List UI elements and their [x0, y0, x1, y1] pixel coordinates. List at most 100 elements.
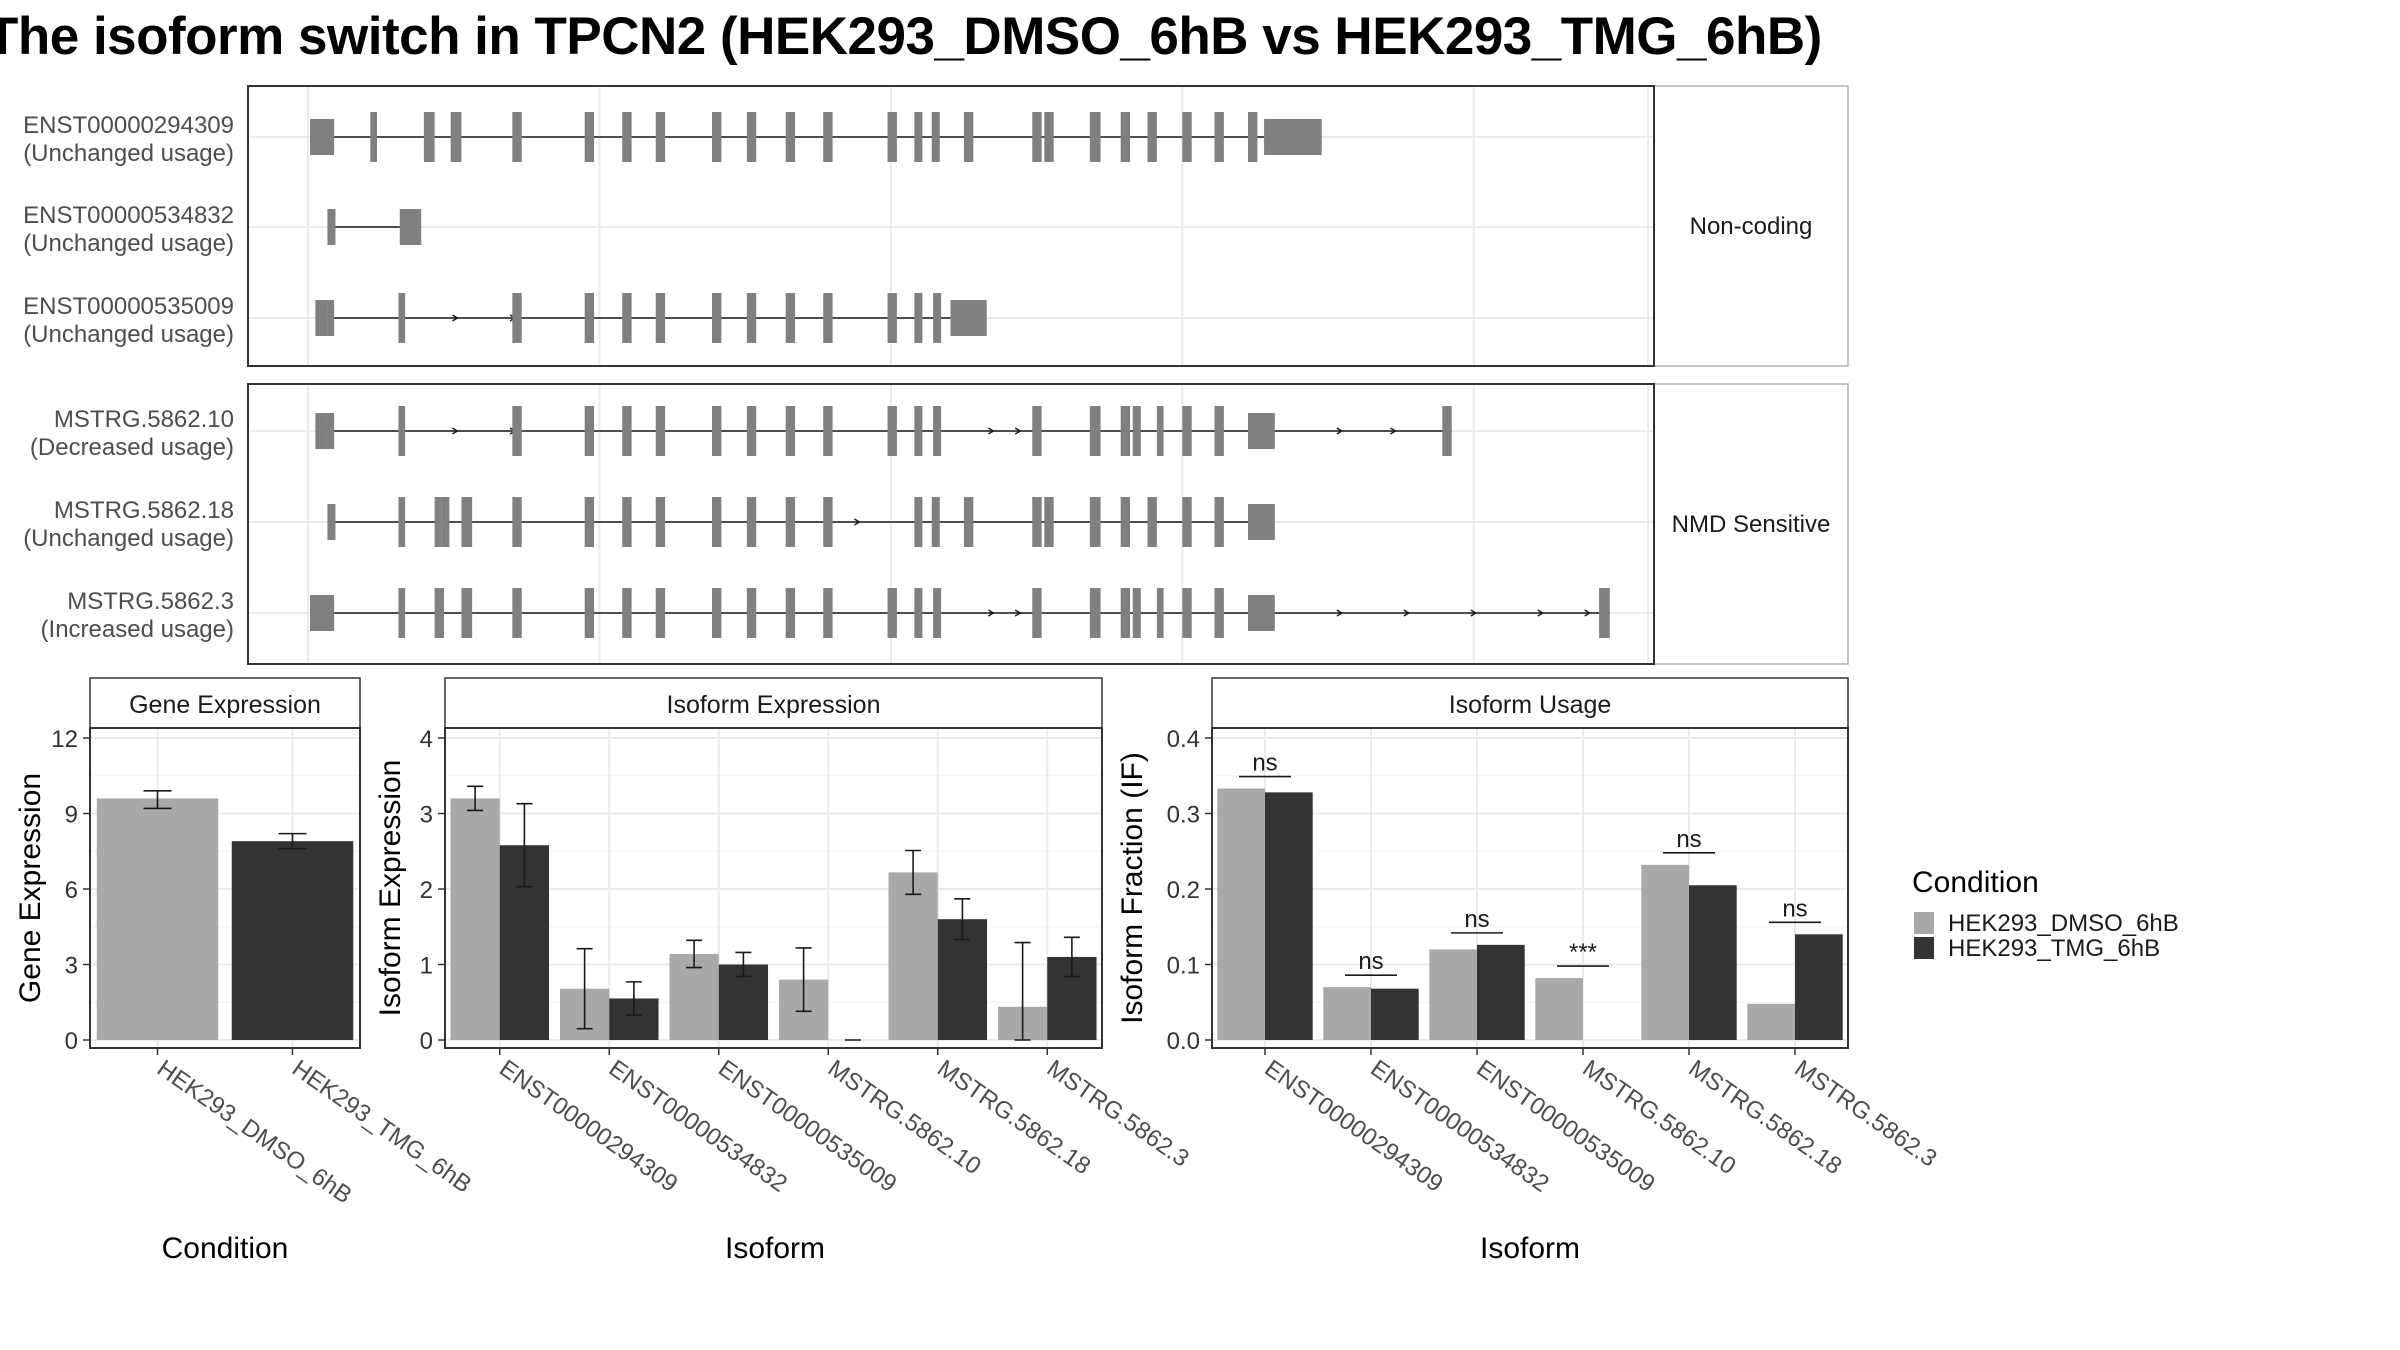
exon-block: [423, 112, 435, 162]
exon-block: [712, 497, 722, 547]
facet-title: Isoform Expression: [667, 691, 881, 719]
exon-block: [785, 406, 796, 456]
exon-block: [434, 497, 442, 547]
y-axis-title: Isoform Fraction (IF): [1116, 752, 1149, 1024]
error-bar: [278, 832, 307, 850]
exon-block: [933, 406, 942, 456]
exon-block: [1182, 588, 1192, 638]
exon-block: [1156, 406, 1164, 456]
legend-title: Condition: [1912, 866, 2039, 899]
exon-block: [746, 112, 757, 162]
exon-block: [512, 497, 522, 547]
facet-strip: [1211, 677, 1849, 729]
bar: [1265, 792, 1313, 1040]
exon-block: [461, 497, 473, 547]
exon-block: [785, 497, 796, 547]
exon-block: [399, 209, 422, 245]
bar: [1641, 864, 1689, 1040]
exon-block: [823, 112, 833, 162]
exon-block: [622, 112, 632, 162]
bar: [450, 798, 500, 1040]
exon-block: [823, 406, 833, 456]
exon-block: [584, 112, 595, 162]
y-axis-title: Isoform Expression: [374, 760, 407, 1017]
exon-block: [1032, 112, 1042, 162]
y-tick-label: 9: [65, 802, 78, 829]
significance-label: ***: [1569, 939, 1597, 966]
y-tick-label: 0.0: [1167, 1028, 1200, 1055]
isoform-id-label: ENST00000534832: [23, 202, 234, 229]
exon-block: [914, 497, 923, 547]
exon-block: [933, 588, 942, 638]
error-bar: [625, 981, 642, 1016]
strand-arrow: [1537, 609, 1545, 617]
exon-block: [823, 293, 833, 343]
legend-label: HEK293_TMG_6hB: [1948, 935, 2160, 962]
isoform-usage-label: (Decreased usage): [30, 434, 234, 461]
exon-block: [327, 300, 335, 336]
exon-block: [512, 293, 522, 343]
facet-strip: [89, 677, 361, 729]
facet-border: [1211, 727, 1849, 1049]
y-tick-label: 6: [65, 877, 78, 904]
exon-block: [950, 300, 987, 336]
exon-block: [655, 497, 666, 547]
error-bar: [954, 898, 971, 941]
exon-block: [1214, 112, 1224, 162]
exon-block: [327, 209, 336, 245]
exon-block: [712, 293, 722, 343]
exon-block: [1214, 497, 1224, 547]
x-axis-title: Condition: [162, 1232, 289, 1265]
exon-block: [1089, 588, 1101, 638]
error-bar: [1063, 936, 1080, 978]
exon-block: [512, 588, 522, 638]
y-tick-label: 4: [420, 726, 433, 753]
x-tick-label: ENST00000535009: [713, 1055, 901, 1198]
exon-block: [1248, 112, 1258, 162]
exon-block: [1132, 588, 1141, 638]
exon-block: [398, 588, 406, 638]
structure-panel-border: [247, 85, 1655, 367]
bar: [1477, 944, 1525, 1040]
exon-block: [655, 588, 666, 638]
exon-block: [712, 588, 722, 638]
error-bar: [576, 947, 593, 1030]
exon-block: [823, 497, 833, 547]
exon-block: [512, 406, 522, 456]
exon-block: [963, 112, 974, 162]
strand-arrow: [1336, 427, 1344, 435]
exon-block: [1182, 497, 1192, 547]
strand-arrow: [1403, 609, 1411, 617]
exon-block: [622, 406, 632, 456]
exon-block: [584, 293, 595, 343]
exon-block: [398, 497, 406, 547]
exon-block: [1044, 497, 1054, 547]
exon-block: [931, 497, 940, 547]
y-tick-label: 0: [65, 1028, 78, 1055]
exon-block: [1120, 406, 1131, 456]
y-tick-label: 2: [420, 877, 433, 904]
exon-block: [933, 293, 942, 343]
exon-block: [327, 504, 336, 540]
exon-block: [1044, 112, 1054, 162]
isoform-id-label: MSTRG.5862.10: [54, 406, 234, 433]
error-bar: [467, 785, 484, 812]
strand-arrow: [1014, 609, 1022, 617]
error-bar: [1014, 941, 1031, 1041]
legend-key: [1914, 912, 1934, 934]
y-axis-title: Gene Expression: [14, 773, 47, 1003]
exon-block: [441, 497, 450, 547]
strand-arrow: [452, 427, 459, 435]
y-tick-label: 0.4: [1167, 726, 1200, 753]
significance-label: ns: [1676, 826, 1701, 853]
legend-key: [1914, 937, 1934, 959]
exon-block: [1156, 588, 1164, 638]
bar: [1323, 987, 1371, 1040]
exon-block: [1248, 413, 1275, 449]
exon-block: [1032, 588, 1042, 638]
bar: [1747, 1003, 1795, 1040]
isoform-usage-label: (Unchanged usage): [23, 230, 234, 257]
x-axis-title: Isoform: [1480, 1232, 1580, 1265]
exon-block: [622, 588, 632, 638]
